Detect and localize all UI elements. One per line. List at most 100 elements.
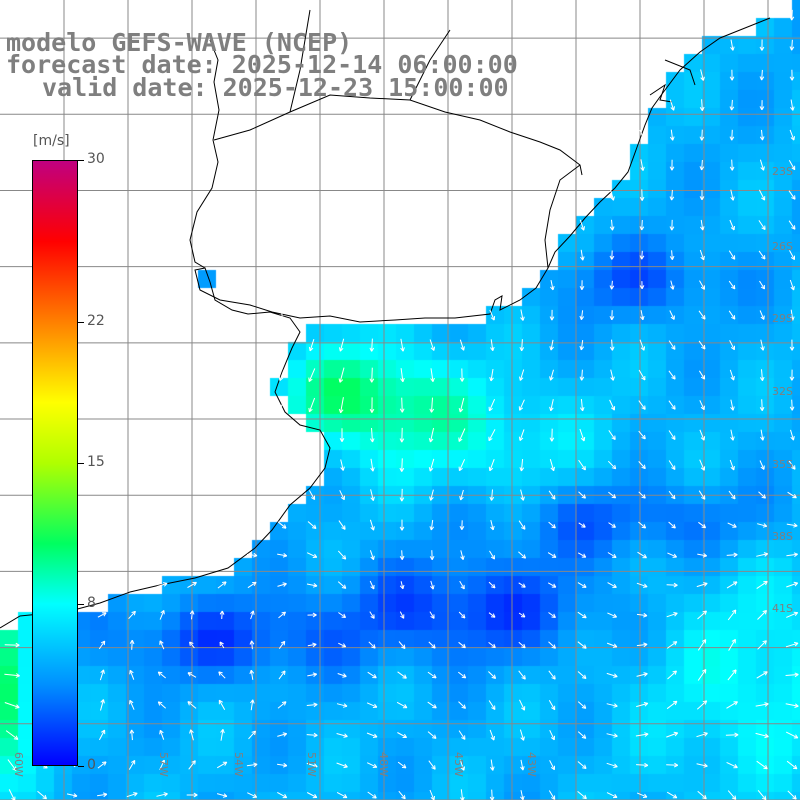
wind-arrow <box>635 732 649 737</box>
wind-arrow <box>549 428 555 442</box>
wind-arrow <box>399 458 405 472</box>
wind-arrow <box>308 397 316 413</box>
wind-arrow <box>669 189 675 201</box>
wind-arrow <box>579 310 585 320</box>
wind-arrow <box>608 430 616 441</box>
wind-arrow <box>8 789 16 800</box>
latitude-label: 26S <box>772 240 793 253</box>
wind-arrow <box>789 279 795 291</box>
wind-arrow <box>428 760 436 770</box>
wind-arrow <box>338 338 345 352</box>
wind-arrow <box>338 612 347 618</box>
border-line <box>189 39 220 269</box>
wind-arrow <box>636 582 648 588</box>
wind-arrow <box>186 792 198 798</box>
wind-arrow <box>100 699 105 711</box>
wind-arrow <box>306 792 318 799</box>
wind-arrow <box>338 397 344 414</box>
wind-arrow <box>219 610 225 620</box>
wind-arrow <box>639 189 645 201</box>
wind-arrow <box>488 671 497 679</box>
wind-arrow <box>666 582 678 588</box>
wind-arrow <box>668 460 676 470</box>
colorbar <box>32 160 78 766</box>
wind-arrow <box>759 310 765 320</box>
wind-arrow <box>156 792 168 797</box>
wind-arrow <box>278 670 286 680</box>
wind-arrow <box>606 792 618 799</box>
wind-arrow <box>520 309 525 321</box>
wind-arrow <box>5 730 19 740</box>
longitude-label: 57W <box>157 752 170 777</box>
wind-arrow <box>789 9 795 21</box>
wind-arrow <box>547 582 557 588</box>
wind-arrow <box>669 310 675 320</box>
wind-arrow <box>336 762 348 769</box>
wind-arrow <box>789 369 795 381</box>
wind-arrow <box>696 582 708 588</box>
wind-arrow <box>369 427 375 443</box>
wind-arrow <box>459 759 465 771</box>
longitude-label: 54W <box>232 752 245 777</box>
wind-arrow <box>638 400 646 410</box>
wind-arrow <box>336 733 348 738</box>
wind-arrow <box>578 459 586 471</box>
wind-arrow <box>638 430 646 440</box>
wind-arrow <box>730 399 735 411</box>
wind-arrow <box>337 581 347 589</box>
wind-arrow <box>99 669 105 681</box>
colorbar-tick-mark <box>78 321 84 323</box>
colorbar-tick-label: 30 <box>87 151 105 167</box>
wind-arrow <box>666 612 678 618</box>
wind-arrow <box>699 400 705 411</box>
wind-arrow <box>489 550 495 560</box>
wind-arrow <box>639 129 645 141</box>
wind-arrow <box>578 491 586 499</box>
wind-arrow <box>698 370 706 380</box>
latitude-label: 38S <box>772 530 793 543</box>
wind-arrow <box>488 459 495 472</box>
wind-arrow <box>458 730 466 740</box>
wind-arrow <box>369 611 375 619</box>
wind-arrow <box>518 429 525 441</box>
wind-arrow <box>366 762 378 768</box>
wind-arrow <box>459 339 465 351</box>
wind-arrow <box>396 701 408 709</box>
wind-arrow <box>577 671 587 679</box>
border-line <box>664 59 696 86</box>
wind-arrow <box>307 521 317 529</box>
wind-arrow <box>639 339 646 351</box>
wind-arrow <box>699 249 705 261</box>
wind-arrow <box>458 397 465 413</box>
wind-arrow <box>337 550 347 560</box>
wind-arrow <box>610 189 615 201</box>
wind-arrow <box>458 701 466 709</box>
wind-arrow <box>728 250 736 260</box>
wind-arrow <box>577 701 587 709</box>
wind-arrow <box>638 369 646 381</box>
wind-arrow <box>98 640 106 650</box>
latitude-label: 23S <box>772 165 793 178</box>
longitude-label: 45W <box>452 752 465 777</box>
latitude-label: 41S <box>772 602 793 615</box>
wind-arrow <box>189 729 194 741</box>
wind-arrow <box>756 671 768 679</box>
wind-arrow <box>636 702 649 708</box>
wind-arrow <box>609 280 615 290</box>
wind-arrow <box>157 671 167 679</box>
wind-arrow <box>756 580 768 590</box>
wind-arrow <box>787 491 797 499</box>
wind-arrow <box>459 789 465 800</box>
wind-arrow <box>579 428 586 442</box>
wind-arrow <box>549 399 554 412</box>
wind-arrow <box>696 732 708 738</box>
wind-arrow <box>338 520 346 530</box>
wind-arrow <box>549 309 555 321</box>
wind-arrow <box>759 399 765 411</box>
wind-arrow <box>577 761 587 769</box>
wind-arrow <box>786 611 799 618</box>
wind-arrow <box>37 790 47 800</box>
wind-arrow <box>700 69 705 81</box>
wind-arrow <box>399 519 405 531</box>
